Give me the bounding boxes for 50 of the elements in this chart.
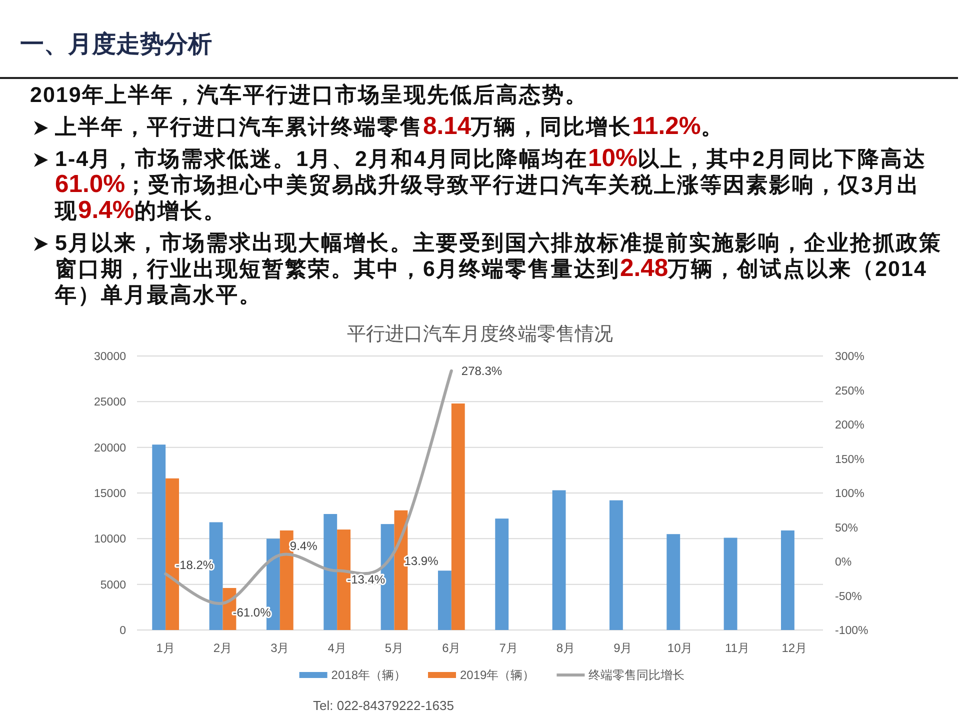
chart-title: 平行进口汽车月度终端零售情况 — [347, 323, 613, 345]
x-tick-label: 7月 — [499, 641, 518, 655]
y2-tick-label: 250% — [835, 385, 864, 398]
text: Tel: 022-84379222-1635 — [313, 698, 454, 713]
data-label: 278.3% — [461, 364, 502, 378]
y-tick-label: 20000 — [94, 442, 126, 454]
x-tick-label: 11月 — [725, 641, 750, 655]
bar — [152, 444, 166, 630]
line-series — [164, 369, 453, 605]
y2-tick-label: 150% — [835, 454, 864, 466]
y-tick-label: 25000 — [94, 396, 126, 409]
bar — [451, 403, 465, 630]
y-tick-label: 30000 — [94, 351, 126, 363]
y-tick-label: 15000 — [94, 488, 126, 500]
y2-tick-label: 100% — [835, 488, 864, 500]
text: 上半年，平行进口汽车累计终端零售8.14万辆，同比增长11.2%。 — [54, 113, 725, 140]
legend-label: 终端零售同比增长 — [588, 668, 685, 682]
x-tick-label: 9月 — [614, 641, 632, 655]
bar — [609, 500, 623, 630]
y-tick-label: 5000 — [100, 579, 126, 592]
text: 1-4月，市场需求低迷。1月、2月和4月同比降幅均在10%以上，其中2月同比下降高达61.0%；受市场担心中美贸易战升级导致平行进口汽车关税上涨等因素影响，仅3月出现9.4%的增长。 — [55, 145, 926, 224]
bar — [666, 534, 680, 630]
bar — [324, 514, 338, 630]
x-tick-label: 2月 — [213, 641, 232, 655]
y-tick-label: 10000 — [94, 534, 126, 546]
bar — [780, 530, 794, 630]
text: 2019年上半年，汽车平行进口市场呈现先低后高态势。 — [30, 82, 589, 108]
x-tick-label: 12月 — [782, 641, 808, 655]
x-tick-label: 3月 — [270, 641, 290, 655]
y2-tick-label: 0% — [835, 556, 852, 568]
x-tick-label: 10月 — [667, 641, 693, 655]
y2-tick-label: -100% — [835, 625, 868, 637]
x-tick-label: 4月 — [328, 641, 346, 655]
bar — [724, 538, 738, 630]
bar — [552, 490, 566, 630]
x-tick-label: 5月 — [384, 641, 404, 655]
y2-tick-label: 300% — [835, 351, 864, 363]
bar — [495, 518, 509, 630]
legend-label: 2018年（辆） — [331, 668, 406, 682]
text: 5月以来，市场需求出现大幅增长。主要受到国六排放标准提前实施影响，企业抢抓政策窗口期，行业出现短暂繁荣。其中，6月终端零售量达到2.48万辆，创试点以来（2014年）单月最高水平。 — [55, 231, 942, 307]
x-tick-label: 1月 — [156, 641, 175, 655]
y2-tick-label: 50% — [835, 522, 858, 534]
x-tick-label: 6月 — [442, 641, 461, 655]
bar — [438, 570, 452, 630]
y2-tick-label: -50% — [835, 590, 862, 603]
text: 一、月度走势分析 — [20, 30, 212, 60]
y2-tick-label: 200% — [835, 420, 864, 432]
y-tick-label: 0 — [120, 625, 126, 637]
legend-label: 2019年（辆） — [460, 668, 535, 682]
x-tick-label: 8月 — [556, 641, 576, 655]
